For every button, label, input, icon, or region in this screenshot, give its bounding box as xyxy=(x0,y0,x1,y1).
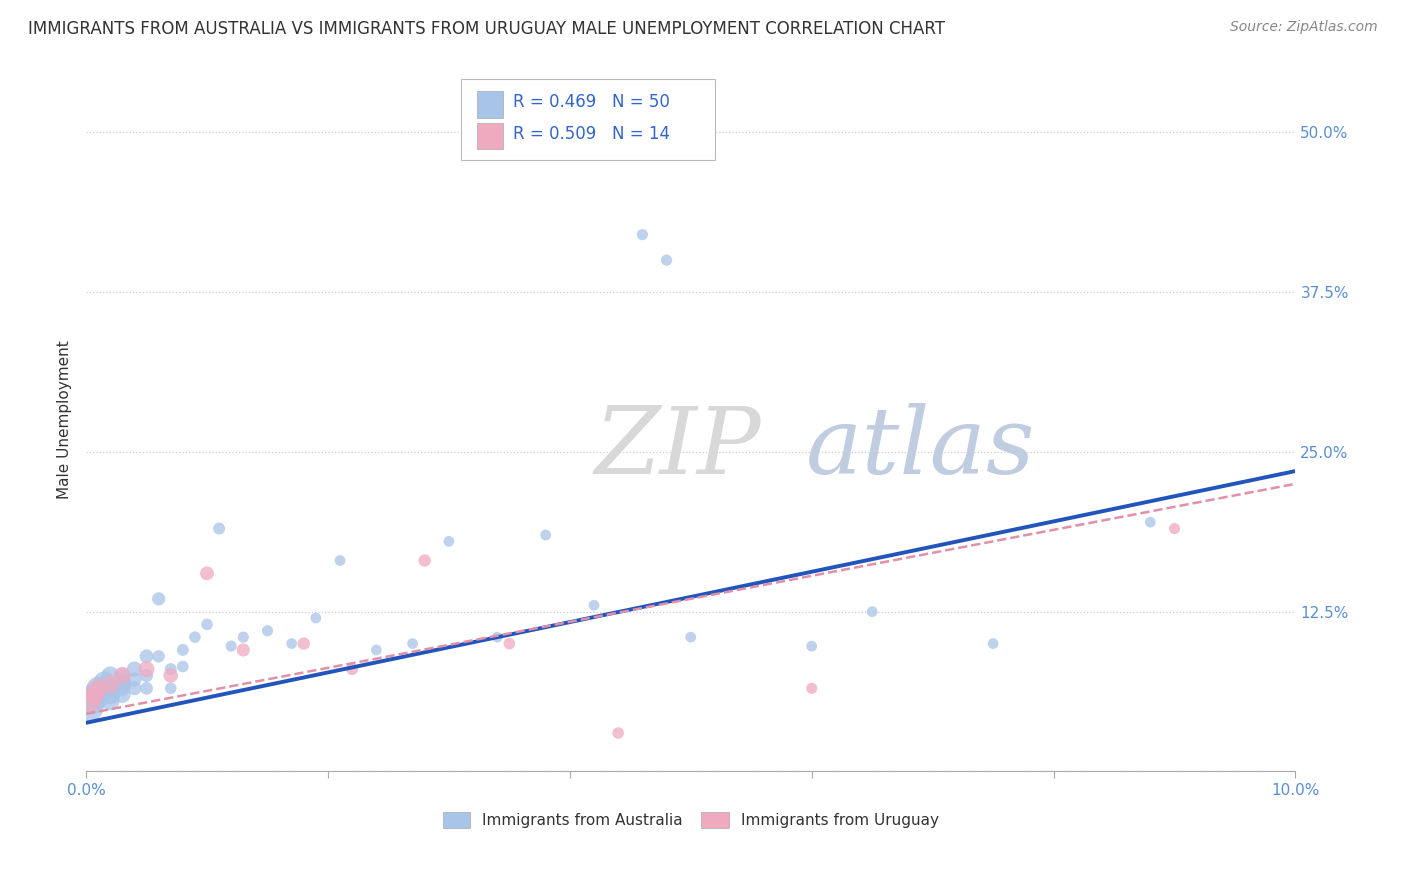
Point xyxy=(124,681,146,696)
Text: atlas: atlas xyxy=(806,403,1035,493)
FancyBboxPatch shape xyxy=(477,122,503,149)
Point xyxy=(135,649,157,664)
Point xyxy=(159,681,181,696)
Point xyxy=(172,659,194,673)
Point xyxy=(111,681,134,696)
Point xyxy=(98,668,121,682)
Point xyxy=(98,681,121,696)
Point xyxy=(195,566,218,581)
Point xyxy=(93,674,115,689)
Point xyxy=(329,553,352,567)
Point xyxy=(631,227,654,242)
Point xyxy=(1163,522,1185,536)
Point xyxy=(582,599,605,613)
Point xyxy=(111,677,134,691)
Point xyxy=(292,636,315,650)
Point xyxy=(534,528,557,542)
Point xyxy=(219,639,242,653)
Point xyxy=(981,636,1004,650)
Point xyxy=(800,681,823,696)
Point xyxy=(172,643,194,657)
Point xyxy=(256,624,278,638)
FancyBboxPatch shape xyxy=(461,79,716,160)
Point xyxy=(679,630,702,644)
Point xyxy=(98,677,121,691)
Point xyxy=(159,668,181,682)
Text: IMMIGRANTS FROM AUSTRALIA VS IMMIGRANTS FROM URUGUAY MALE UNEMPLOYMENT CORRELATI: IMMIGRANTS FROM AUSTRALIA VS IMMIGRANTS … xyxy=(28,20,945,37)
Point xyxy=(208,522,231,536)
Point xyxy=(98,694,121,708)
Point xyxy=(232,643,254,657)
Point xyxy=(498,636,520,650)
Point xyxy=(184,630,207,644)
Point xyxy=(1139,515,1161,529)
Point xyxy=(135,662,157,676)
Point xyxy=(413,553,436,567)
Point xyxy=(486,630,509,644)
Point xyxy=(83,688,105,702)
Point xyxy=(98,688,121,702)
Point xyxy=(111,668,134,682)
Point xyxy=(124,673,146,687)
Point xyxy=(340,662,363,676)
Point xyxy=(655,253,678,268)
Point xyxy=(79,700,101,714)
Point xyxy=(148,591,170,606)
Point xyxy=(280,636,302,650)
Point xyxy=(124,662,146,676)
Point xyxy=(87,681,110,696)
Point xyxy=(860,605,883,619)
Legend: Immigrants from Australia, Immigrants from Uruguay: Immigrants from Australia, Immigrants fr… xyxy=(436,805,945,834)
Point xyxy=(87,690,110,705)
Point xyxy=(607,726,630,740)
Point xyxy=(79,694,101,708)
Point xyxy=(111,688,134,702)
Point xyxy=(82,694,104,708)
Point xyxy=(87,681,110,696)
Text: Source: ZipAtlas.com: Source: ZipAtlas.com xyxy=(1230,20,1378,34)
Point xyxy=(111,674,134,689)
Point xyxy=(401,636,423,650)
Y-axis label: Male Unemployment: Male Unemployment xyxy=(58,341,72,500)
Point xyxy=(159,662,181,676)
Point xyxy=(87,685,110,699)
Point xyxy=(135,668,157,682)
FancyBboxPatch shape xyxy=(477,91,503,118)
Text: R = 0.469   N = 50: R = 0.469 N = 50 xyxy=(513,94,669,112)
Point xyxy=(366,643,388,657)
Point xyxy=(195,617,218,632)
Point xyxy=(135,681,157,696)
Point xyxy=(305,611,328,625)
Text: R = 0.509   N = 14: R = 0.509 N = 14 xyxy=(513,125,671,143)
Point xyxy=(437,534,460,549)
Point xyxy=(800,639,823,653)
Point xyxy=(232,630,254,644)
Text: ZIP: ZIP xyxy=(593,403,761,493)
Point xyxy=(83,688,105,702)
Point xyxy=(111,668,134,682)
Point xyxy=(148,649,170,664)
